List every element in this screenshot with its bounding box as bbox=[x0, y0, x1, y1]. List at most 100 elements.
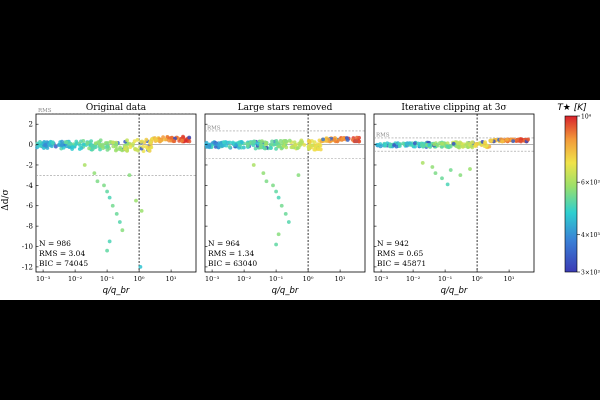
data-point bbox=[103, 141, 108, 145]
colorbar: T★ [K] 10⁴ 6×10³ 4×10³ 3×10³ bbox=[557, 103, 600, 277]
x-tick-label: 10¹ bbox=[504, 275, 515, 283]
data-point bbox=[298, 140, 303, 144]
data-point bbox=[500, 139, 505, 144]
data-point bbox=[133, 147, 137, 151]
stats-line: RMS = 3.04 bbox=[39, 249, 85, 258]
data-point bbox=[187, 139, 192, 144]
data-point bbox=[458, 173, 463, 178]
stats-line: N = 942 bbox=[377, 239, 409, 248]
data-point bbox=[258, 142, 263, 147]
data-point bbox=[135, 137, 140, 142]
data-point bbox=[420, 161, 425, 165]
data-point bbox=[432, 142, 437, 147]
data-point bbox=[405, 141, 410, 146]
data-point bbox=[430, 165, 435, 169]
colorbar-tick-label: 3×10³ bbox=[581, 270, 600, 277]
data-point bbox=[296, 173, 301, 178]
data-point bbox=[105, 189, 109, 194]
x-tick-label: 10¹ bbox=[335, 275, 346, 283]
data-point bbox=[316, 144, 321, 149]
y-tick-label: -12 bbox=[22, 263, 33, 271]
data-point bbox=[427, 142, 432, 147]
data-point bbox=[213, 142, 218, 146]
stats-line: BIC = 74045 bbox=[39, 259, 88, 268]
data-point bbox=[465, 141, 470, 145]
x-tick-label: 10¹ bbox=[166, 275, 177, 283]
data-point bbox=[111, 140, 115, 145]
data-point bbox=[107, 195, 112, 200]
rms-label: RMS bbox=[207, 125, 221, 131]
data-point bbox=[77, 147, 82, 151]
data-point bbox=[515, 137, 519, 142]
data-point bbox=[67, 145, 72, 150]
x-tick-label: 10⁰ bbox=[303, 275, 314, 283]
y-tick-label: -10 bbox=[22, 243, 33, 251]
rms-label: RMS bbox=[376, 132, 390, 138]
data-point bbox=[280, 141, 284, 146]
x-tick-label: 10⁻¹ bbox=[269, 275, 284, 283]
data-point bbox=[276, 232, 281, 237]
data-point bbox=[286, 220, 291, 224]
stats-line: BIC = 63040 bbox=[208, 259, 257, 268]
data-point bbox=[90, 143, 95, 148]
data-point bbox=[251, 140, 255, 145]
data-point bbox=[332, 137, 337, 142]
data-point bbox=[445, 144, 450, 149]
stats-line: N = 964 bbox=[208, 239, 240, 248]
stats-line: RMS = 0.65 bbox=[377, 249, 423, 258]
data-point bbox=[68, 142, 73, 146]
data-point bbox=[120, 228, 125, 233]
data-point bbox=[412, 141, 417, 146]
data-point bbox=[74, 142, 78, 147]
x-tick-label: 10⁻² bbox=[237, 275, 252, 283]
data-point bbox=[114, 142, 119, 147]
data-point bbox=[274, 146, 278, 151]
stats-line: BIC = 45871 bbox=[377, 259, 426, 268]
y-tick-label: 2 bbox=[29, 121, 33, 129]
data-point bbox=[219, 143, 224, 148]
data-point bbox=[292, 140, 297, 145]
data-point bbox=[100, 142, 105, 147]
data-point bbox=[451, 141, 456, 146]
data-point bbox=[445, 182, 450, 187]
panel-2: Large stars removed RMS 10⁻³ 10⁻² 10⁻¹ 10⁰ 10¹… bbox=[204, 103, 366, 296]
data-point bbox=[489, 138, 494, 143]
data-point bbox=[181, 134, 185, 139]
plot-frame bbox=[35, 113, 197, 273]
data-point bbox=[526, 137, 530, 142]
data-point bbox=[149, 145, 154, 150]
data-point bbox=[101, 146, 105, 151]
rms-label: RMS bbox=[38, 108, 52, 114]
data-point bbox=[93, 141, 98, 146]
data-point bbox=[505, 137, 509, 142]
data-point bbox=[139, 139, 144, 144]
data-point bbox=[519, 139, 523, 144]
x-tick-label: 10⁻² bbox=[406, 275, 421, 283]
data-point bbox=[290, 144, 295, 149]
y-axis-label: Δd/σ bbox=[1, 189, 11, 210]
x-tick-label: 10⁻³ bbox=[205, 275, 220, 283]
x-tick-label: 10⁻¹ bbox=[100, 275, 115, 283]
data-point bbox=[340, 136, 345, 141]
colorbar-tick-label: 10⁴ bbox=[581, 114, 592, 121]
data-point bbox=[227, 140, 232, 145]
panel-title: Iterative clipping at 3σ bbox=[401, 103, 506, 113]
data-point bbox=[163, 137, 168, 142]
data-point bbox=[117, 220, 122, 224]
data-point bbox=[98, 138, 103, 143]
data-point bbox=[60, 139, 64, 144]
data-point bbox=[85, 141, 90, 145]
data-point bbox=[227, 144, 232, 149]
data-point bbox=[105, 248, 109, 253]
data-point bbox=[388, 144, 392, 149]
data-point bbox=[376, 143, 380, 148]
data-point bbox=[205, 144, 210, 149]
x-tick-label: 10⁰ bbox=[472, 275, 483, 283]
data-point bbox=[279, 203, 284, 208]
data-point bbox=[93, 145, 98, 149]
data-point bbox=[221, 140, 226, 145]
data-point bbox=[253, 146, 258, 151]
data-point bbox=[105, 147, 110, 152]
data-point bbox=[95, 179, 100, 184]
